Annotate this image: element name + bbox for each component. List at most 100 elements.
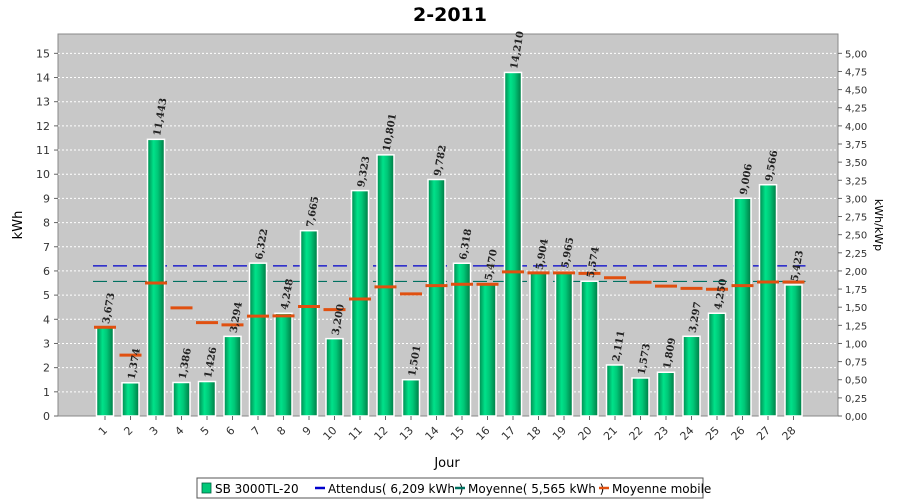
y-tick-label: 12 (36, 120, 50, 133)
x-tick-label: 21 (601, 424, 620, 443)
data-label: 9,323 (356, 155, 372, 188)
x-tick-label: 8 (274, 424, 288, 438)
y-tick-label: 6 (43, 265, 50, 278)
data-label: 9,006 (739, 163, 755, 196)
bar (503, 71, 523, 417)
y-right-tick-label: 3,00 (845, 194, 867, 205)
bar (299, 229, 319, 417)
x-tick-label: 15 (448, 424, 467, 443)
y-right-tick-label: 3,25 (845, 176, 867, 187)
y-right-tick-label: 0,50 (845, 376, 867, 387)
bar (274, 312, 293, 417)
y-tick-label: 15 (36, 47, 50, 60)
data-label: 1,374 (127, 348, 143, 381)
y-right-tick-label: 1,00 (845, 339, 867, 350)
y-tick-label: 2 (43, 362, 50, 375)
legend-label: Attendus( 6,209 kWh ) (328, 482, 463, 496)
x-axis: 1 2 3 4 5 6 7 8 9 10 11 12 13 14 15 16 17 18 19 20 21 22 23 24 2… (96, 416, 799, 443)
bar (733, 197, 752, 417)
x-tick-label: 25 (703, 424, 722, 443)
x-tick-label: 10 (321, 424, 340, 443)
y-axis-title: kWh (11, 211, 26, 240)
moving-average-markers (94, 270, 805, 357)
data-label: 1,573 (637, 343, 653, 376)
legend-label: Moyenne mobile (612, 482, 711, 496)
data-label: 1,501 (407, 344, 423, 377)
chart-title: 2-2011 (413, 4, 487, 26)
bar (172, 381, 191, 417)
y-tick-label: 1 (43, 386, 50, 399)
bar (631, 377, 650, 417)
x-tick-label: 14 (423, 424, 442, 443)
x-tick-label: 24 (678, 424, 697, 443)
x-tick-label: 17 (499, 424, 518, 443)
x-tick-label: 3 (147, 424, 161, 438)
bar (529, 272, 548, 417)
y-right-tick-label: 0,25 (845, 394, 867, 405)
bar (121, 382, 140, 417)
y-right-tick-label: 2,00 (845, 267, 867, 278)
data-label: 1,386 (178, 347, 194, 380)
y-right-tick-label: 2,75 (845, 213, 867, 224)
x-tick-label: 18 (525, 424, 544, 443)
x-axis-title: Jour (433, 456, 460, 471)
y-right-tick-label: 3,75 (845, 140, 867, 151)
x-tick-label: 5 (198, 424, 212, 438)
x-tick-label: 20 (576, 424, 595, 443)
x-tick-label: 11 (346, 424, 365, 443)
data-label: 4,250 (713, 278, 729, 311)
data-label: 2,111 (611, 330, 627, 363)
y-right-tick-label: 1,75 (845, 285, 867, 296)
data-label: 5,965 (560, 237, 576, 270)
y-tick-label: 13 (36, 96, 50, 109)
bar (605, 364, 625, 417)
x-tick-label: 19 (550, 424, 569, 443)
bar (580, 280, 599, 417)
x-tick-label: 26 (729, 424, 748, 443)
data-label: 3,294 (229, 301, 245, 334)
bar (146, 138, 166, 417)
y-tick-label: 9 (43, 192, 50, 205)
bar (223, 335, 242, 417)
legend-swatch (201, 482, 212, 494)
y-right-tick-label: 2,50 (845, 231, 867, 242)
y-right-tick-label: 4,50 (845, 86, 867, 97)
data-label: 5,574 (586, 246, 602, 279)
bar (427, 178, 446, 417)
legend: SB 3000TL-20 Attendus( 6,209 kWh ) Moyenne… (196, 477, 711, 499)
data-label: 1,426 (203, 346, 219, 379)
data-label: 5,423 (790, 250, 806, 283)
data-label: 1,809 (662, 337, 678, 370)
x-tick-label: 2 (121, 424, 135, 438)
bar (707, 312, 727, 417)
bar (95, 326, 115, 417)
y-tick-label: 5 (43, 289, 50, 302)
data-label: 3,200 (331, 303, 347, 336)
data-label: 5,470 (484, 248, 500, 281)
data-label: 3,673 (101, 292, 117, 325)
x-tick-label: 12 (372, 424, 391, 443)
x-tick-label: 6 (223, 424, 237, 438)
bar (554, 271, 574, 417)
bar (656, 371, 676, 417)
bar (248, 262, 268, 417)
bar (478, 283, 497, 417)
y-right-tick-label: 3,50 (845, 158, 867, 169)
data-label: 9,782 (433, 144, 449, 177)
bar (325, 337, 344, 417)
bar (784, 284, 803, 417)
data-label: 7,665 (305, 195, 321, 228)
bar (350, 189, 370, 417)
x-tick-label: 16 (474, 424, 493, 443)
y-tick-label: 14 (36, 72, 50, 85)
y-right-tick-label: 4,00 (845, 122, 867, 133)
data-label: 3,297 (688, 301, 704, 334)
x-tick-label: 27 (754, 424, 773, 443)
data-label: 6,318 (458, 228, 474, 261)
x-tick-label: 1 (96, 424, 110, 438)
x-tick-label: 7 (249, 424, 263, 438)
bar (401, 378, 421, 417)
